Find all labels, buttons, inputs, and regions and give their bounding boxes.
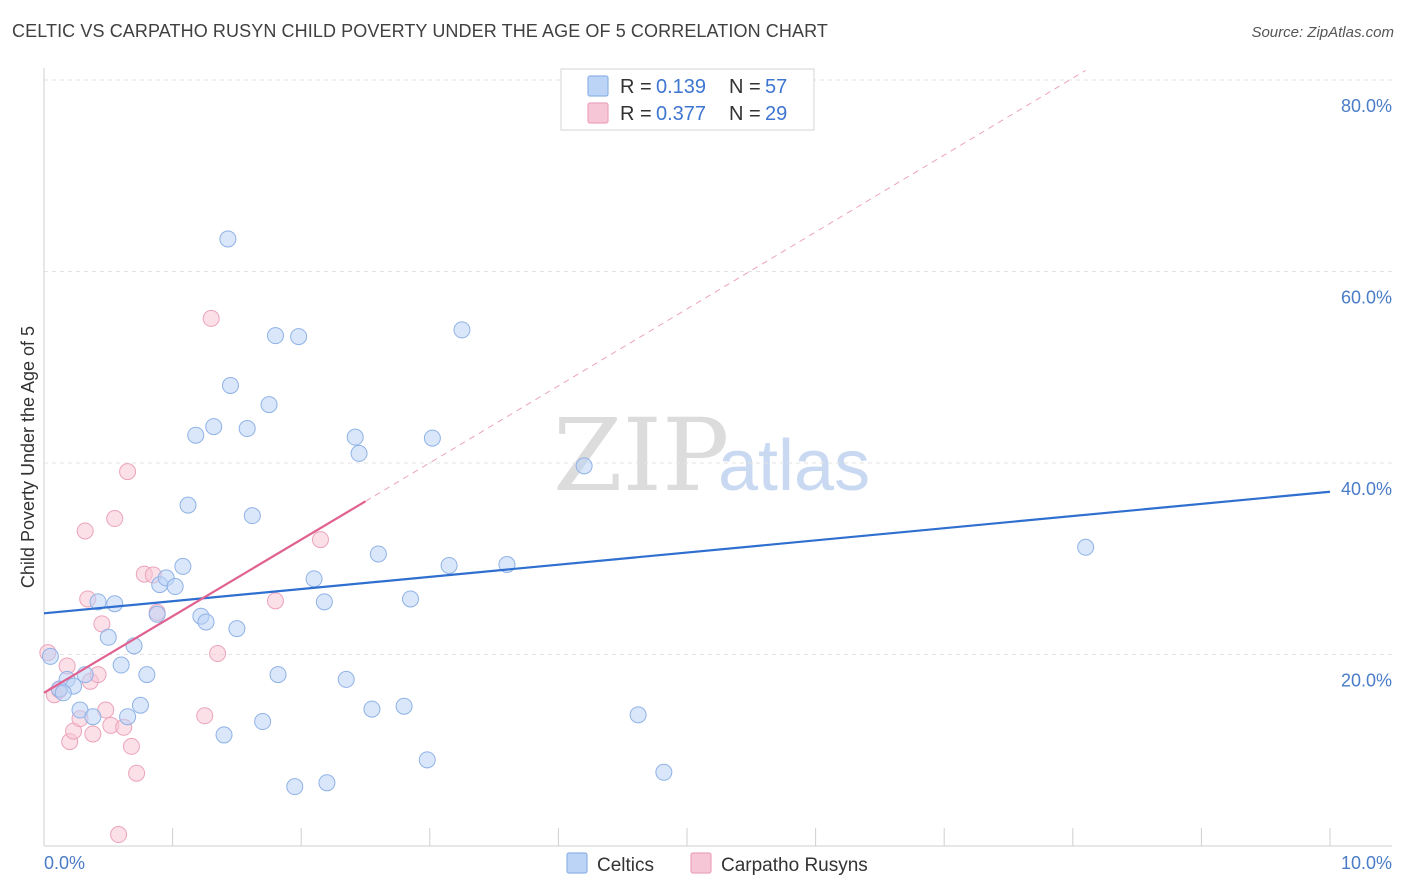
data-point-celtics — [305, 570, 323, 588]
data-point-celtics — [89, 593, 107, 611]
bottom-legend-rusyns: Carpatho Rusyns — [721, 855, 868, 876]
legend-rusyns-r-label: R = — [620, 103, 652, 125]
chart-title: CELTIC VS CARPATHO RUSYN CHILD POVERTY U… — [12, 21, 828, 41]
data-point-celtics — [315, 593, 333, 611]
data-point-celtics — [369, 545, 387, 563]
legend-celtics-n-value: 57 — [765, 76, 787, 98]
y-tick-label-40: 40.0% — [1341, 479, 1392, 499]
data-point-celtics — [174, 557, 192, 575]
data-point-celtics — [254, 713, 272, 731]
legend-swatch-rusyns — [587, 102, 609, 124]
data-point-celtics — [228, 620, 246, 638]
data-point-rusyns — [119, 463, 137, 481]
data-point-celtics — [54, 684, 72, 702]
data-point-rusyns — [311, 531, 329, 549]
series-rusyns-points — [39, 309, 329, 844]
gridlines — [44, 79, 1392, 655]
data-point-celtics — [260, 396, 278, 414]
data-point-celtics — [131, 696, 149, 714]
data-point-celtics — [337, 670, 355, 688]
data-point-celtics — [629, 706, 647, 724]
legend-celtics-r-label: R = — [620, 76, 652, 98]
data-point-celtics — [266, 327, 284, 345]
x-axis-ticks — [43, 828, 1331, 846]
legend-box: R = 0.139 N = 57 R = 0.377 N = 29 — [560, 68, 815, 131]
source-credit: Source: ZipAtlas.com — [1251, 24, 1394, 41]
series-celtics-points — [41, 230, 1095, 796]
y-tick-label-60: 60.0% — [1341, 288, 1392, 308]
data-point-rusyns — [128, 764, 146, 782]
data-point-rusyns — [202, 309, 220, 327]
y-tick-labels: 20.0% 40.0% 60.0% 80.0% — [1341, 96, 1392, 691]
data-point-celtics — [418, 751, 436, 769]
y-tick-label-80: 80.0% — [1341, 96, 1392, 116]
bottom-legend-swatch-celtics — [566, 852, 588, 874]
data-point-celtics — [238, 420, 256, 438]
data-point-rusyns — [122, 737, 140, 755]
data-point-celtics — [187, 426, 205, 444]
data-point-celtics — [106, 595, 124, 613]
data-point-celtics — [112, 656, 130, 674]
legend-rusyns-r-value: 0.377 — [656, 103, 706, 125]
data-point-rusyns — [84, 725, 102, 743]
legend-celtics-r-value: 0.139 — [656, 76, 706, 98]
data-point-celtics — [440, 556, 458, 574]
legend-swatch-celtics — [587, 75, 609, 97]
data-point-celtics — [119, 708, 137, 726]
data-point-celtics — [138, 666, 156, 684]
y-axis-label: Child Poverty Under the Age of 5 — [18, 326, 38, 588]
watermark-atlas: atlas — [718, 426, 870, 506]
data-point-celtics — [269, 666, 287, 684]
data-point-celtics — [575, 457, 593, 475]
legend-rusyns-n-label: N = — [729, 103, 761, 125]
data-point-celtics — [318, 774, 336, 792]
data-point-rusyns — [106, 510, 124, 528]
data-point-celtics — [290, 328, 308, 346]
legend-rusyns-n-value: 29 — [765, 103, 787, 125]
data-point-celtics — [423, 429, 441, 447]
data-point-celtics — [363, 700, 381, 718]
data-point-celtics — [402, 590, 420, 608]
data-point-celtics — [179, 496, 197, 514]
data-point-celtics — [243, 507, 261, 525]
data-point-celtics — [286, 778, 304, 796]
watermark-zip: ZIP — [553, 397, 729, 514]
bottom-legend: Celtics Carpatho Rusyns — [566, 852, 868, 876]
data-point-rusyns — [209, 645, 227, 663]
bottom-legend-celtics: Celtics — [597, 855, 654, 876]
bottom-legend-swatch-rusyns — [690, 852, 712, 874]
data-point-celtics — [41, 647, 59, 665]
data-point-celtics — [221, 376, 239, 394]
data-point-rusyns — [196, 707, 214, 725]
x-tick-label-min: 0.0% — [44, 853, 85, 873]
legend-celtics-n-label: N = — [729, 76, 761, 98]
y-tick-label-20: 20.0% — [1341, 671, 1392, 691]
x-tick-label-max: 10.0% — [1341, 853, 1392, 873]
trendline-rusyns — [43, 500, 367, 694]
data-point-celtics — [99, 628, 117, 646]
data-point-celtics — [655, 763, 673, 781]
data-point-rusyns — [110, 826, 128, 844]
data-point-celtics — [350, 444, 368, 462]
data-point-celtics — [219, 230, 237, 248]
data-point-celtics — [166, 578, 184, 596]
trendline-rusyns-extension — [365, 69, 1086, 502]
data-point-celtics — [395, 697, 413, 715]
data-point-celtics — [197, 613, 215, 631]
data-point-celtics — [453, 321, 471, 339]
data-point-celtics — [148, 605, 166, 623]
data-point-celtics — [346, 428, 364, 446]
data-point-celtics — [1077, 538, 1095, 556]
data-point-celtics — [84, 708, 102, 726]
data-point-rusyns — [266, 592, 284, 610]
trendline-celtics — [43, 490, 1331, 615]
data-point-celtics — [205, 418, 223, 436]
data-point-celtics — [215, 726, 233, 744]
data-point-rusyns — [76, 522, 94, 540]
